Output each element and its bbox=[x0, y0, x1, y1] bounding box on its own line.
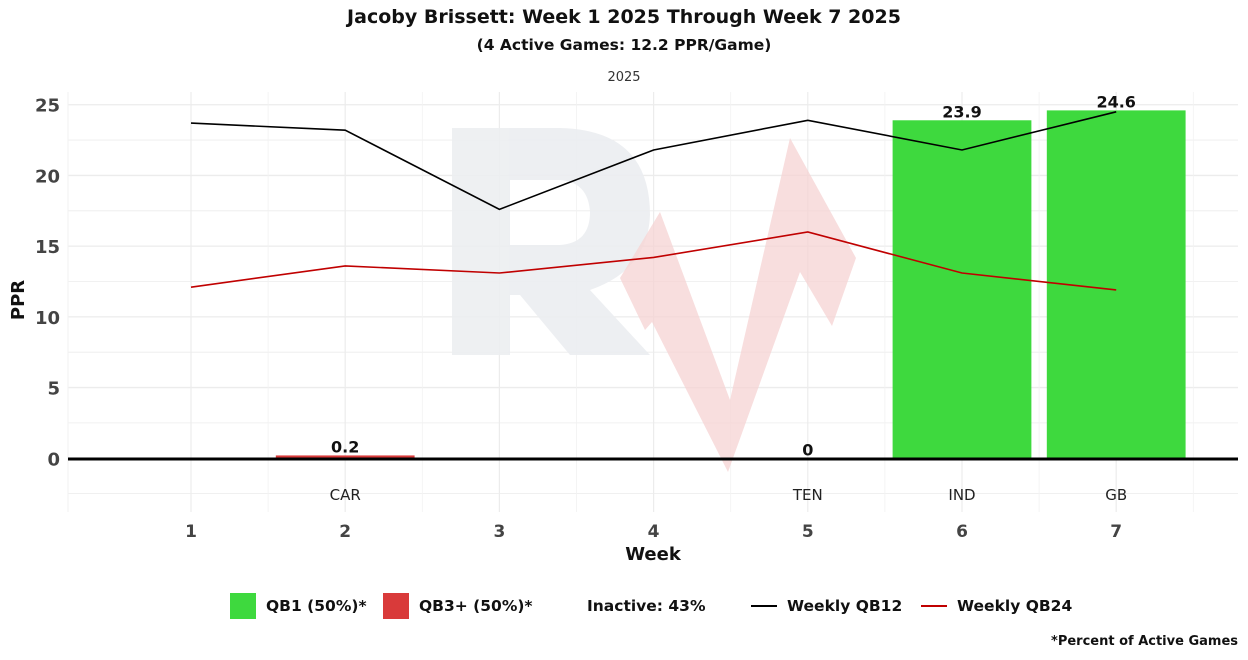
bar-value-label: 23.9 bbox=[942, 102, 981, 121]
watermark-r bbox=[452, 128, 650, 355]
chart-title: Jacoby Brissett: Week 1 2025 Through Wee… bbox=[347, 6, 901, 28]
watermark-v bbox=[620, 138, 856, 472]
watermark-logo bbox=[452, 128, 856, 472]
y-tick-label: 5 bbox=[47, 379, 60, 400]
x-tick-label: 7 bbox=[1110, 522, 1122, 542]
series-line-qb12 bbox=[190, 111, 1117, 211]
legend-item-qb12: Weekly QB12 bbox=[751, 592, 902, 620]
y-tick-label: 10 bbox=[35, 308, 60, 329]
bar-value-label: 0.2 bbox=[331, 437, 359, 456]
legend-swatch-qb1 bbox=[230, 593, 256, 619]
legend-label-qb24: Weekly QB24 bbox=[957, 597, 1073, 615]
y-tick-label: 15 bbox=[35, 237, 60, 258]
y-tick-label: 25 bbox=[35, 96, 60, 117]
opponent-label: GB bbox=[1105, 486, 1127, 504]
facet-label: 2025 bbox=[607, 70, 641, 85]
x-tick-label: 1 bbox=[185, 522, 197, 542]
legend-label-qb3: QB3+ (50%)* bbox=[419, 597, 533, 615]
opponent-label: IND bbox=[948, 486, 975, 504]
legend-label-qb1: QB1 (50%)* bbox=[266, 597, 367, 615]
legend-swatch-qb3 bbox=[383, 593, 409, 619]
y-axis-label: PPR bbox=[8, 280, 29, 320]
bar-value-label: 0 bbox=[802, 440, 813, 459]
opponent-label: CAR bbox=[330, 486, 361, 504]
x-tick-label: 6 bbox=[956, 522, 968, 542]
x-tick-label: 2 bbox=[339, 522, 351, 542]
footnote: *Percent of Active Games bbox=[1051, 634, 1238, 649]
legend-line-qb12 bbox=[751, 605, 777, 607]
x-tick-label: 3 bbox=[493, 522, 505, 542]
legend-item-qb1: QB1 (50%)* bbox=[230, 592, 367, 620]
legend-line-qb24 bbox=[921, 605, 947, 607]
legend-label-inactive: Inactive: 43% bbox=[587, 597, 706, 615]
bar-week-6 bbox=[892, 120, 1032, 459]
y-tick-label: 0 bbox=[47, 449, 60, 470]
legend: QB1 (50%)* QB3+ (50%)* Inactive: 43% Wee… bbox=[0, 592, 1248, 620]
legend-item-qb24: Weekly QB24 bbox=[921, 592, 1072, 620]
x-tick-label: 4 bbox=[648, 522, 660, 542]
x-axis-label: Week bbox=[625, 544, 682, 565]
x-tick-label: 5 bbox=[802, 522, 814, 542]
legend-item-inactive: Inactive: 43% bbox=[587, 592, 705, 620]
bar-value-label: 24.6 bbox=[1096, 92, 1135, 111]
legend-label-qb12: Weekly QB12 bbox=[787, 597, 903, 615]
series-line-qb24 bbox=[190, 231, 1117, 291]
opponent-label: TEN bbox=[792, 486, 823, 504]
legend-item-qb3: QB3+ (50%)* bbox=[383, 592, 533, 620]
bar-week-2 bbox=[275, 455, 415, 459]
chart-subtitle: (4 Active Games: 12.2 PPR/Game) bbox=[476, 36, 772, 54]
y-tick-label: 20 bbox=[35, 166, 60, 187]
